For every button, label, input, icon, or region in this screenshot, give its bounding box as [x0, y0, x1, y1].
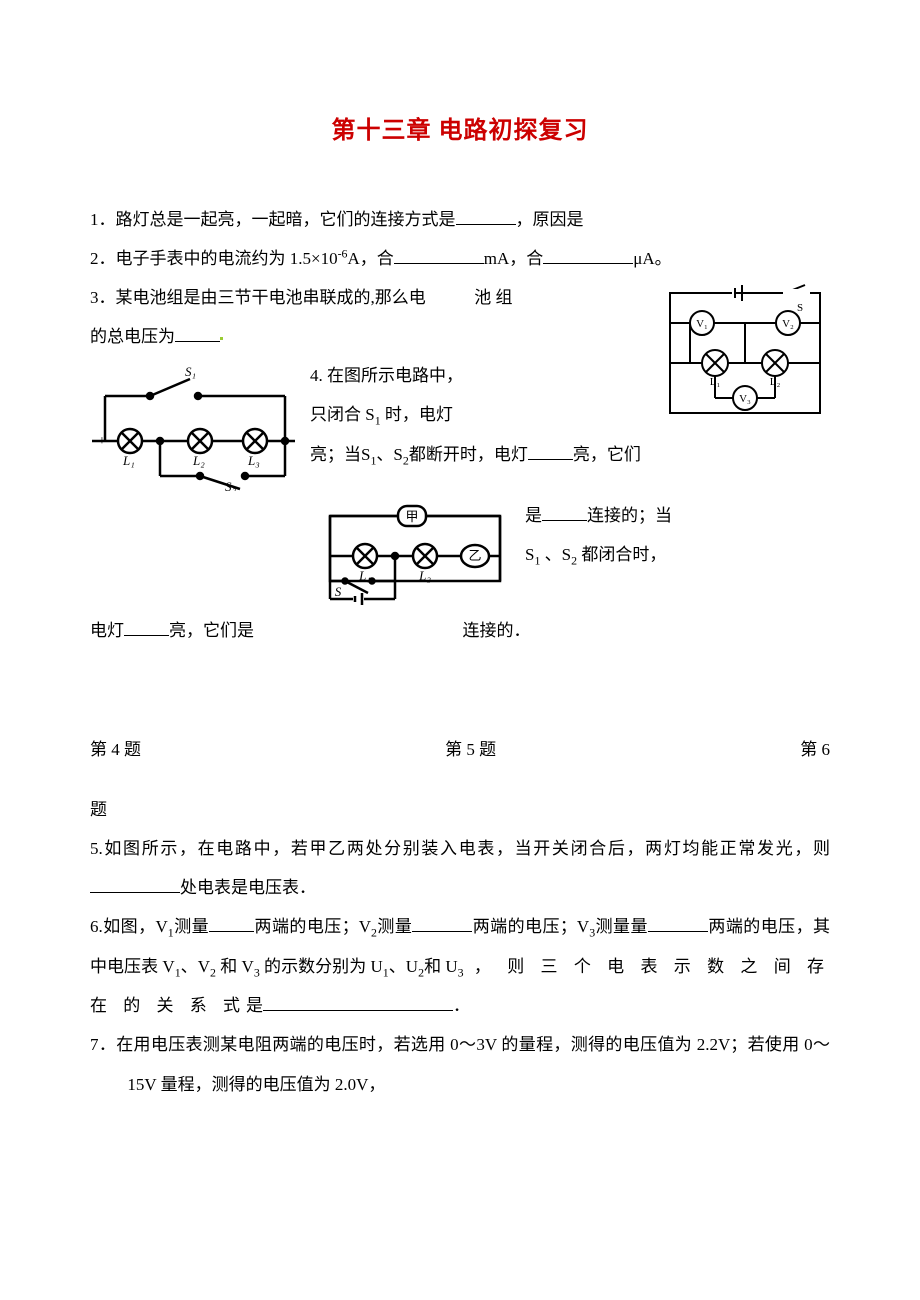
label-L3-left: L₃ — [247, 453, 260, 468]
q6-blank1 — [209, 913, 254, 932]
label-jia: 甲 — [405, 509, 418, 524]
q7-t1: 在用电压表测某电阻两端的电压时，若选用 0～3V 的量程，测得的电压值为 2.2… — [116, 1035, 830, 1093]
q6-t12: 和 U — [424, 957, 458, 976]
q6-t8: 、V — [181, 957, 210, 976]
q6-t10: 的示数分别为 U — [260, 957, 383, 976]
q1-text1: 路灯总是一起亮，一起暗，它们的连接方式是 — [116, 210, 456, 229]
q2-blank2 — [543, 245, 633, 264]
q6-t13b: 是 — [246, 996, 263, 1015]
q1-num: 1． — [90, 210, 116, 229]
q3-num: 3． — [90, 288, 116, 307]
q7-num: 7． — [90, 1035, 116, 1054]
label-S2: S₂ — [225, 479, 237, 491]
caption-6b: 题 — [90, 790, 830, 829]
q4-t12: 都闭合时， — [577, 545, 666, 564]
caption-6a: 第 6 — [800, 730, 830, 769]
label-V2: V₂ — [782, 318, 794, 330]
q6-t2: 测量 — [174, 917, 209, 936]
q2-blank1 — [394, 245, 484, 264]
q4-t5: 、S — [376, 445, 402, 464]
q4-num: 4. — [310, 366, 323, 385]
q4-t1: 在图所示电路中， — [327, 366, 463, 385]
q4-blank2 — [542, 503, 587, 522]
label-S: S — [797, 302, 803, 314]
q4-t13: 电灯 — [90, 621, 124, 640]
q6-t11: 、U — [389, 957, 418, 976]
question-5: 5.如图所示，在电路中，若甲乙两处分别装入电表，当开关闭合后，两灯均能正常发光，… — [90, 829, 830, 907]
green-dot-icon — [220, 337, 223, 340]
q4-t8: 是 — [525, 506, 542, 525]
q4-blank3 — [124, 618, 169, 637]
q4-t9: 连接的；当 — [587, 506, 672, 525]
q4-t4a: 亮；当S — [310, 445, 370, 464]
q4-t3: 时，电灯 — [381, 405, 453, 424]
q2-text1: 电子手表中的电流约为 1.5×10 — [116, 249, 338, 268]
label-yi: 乙 — [468, 548, 481, 563]
label-V1: V₁ — [696, 318, 708, 330]
q1-blank1 — [456, 206, 516, 225]
q6-num: 6. — [90, 917, 103, 936]
label-L2-left: L₂ — [192, 453, 205, 468]
label-L1-c: L₁ — [358, 568, 371, 583]
question-1: 1．路灯总是一起亮，一起暗，它们的连接方式是 ，原因是 — [90, 200, 830, 239]
q2-text2: A，合 — [348, 249, 394, 268]
q3-text2: 池 组 — [474, 288, 512, 307]
label-L1-left: L₁ — [122, 453, 135, 468]
q6-blank4 — [263, 993, 453, 1012]
q2-num: 2． — [90, 249, 116, 268]
q4-t6: 都断开时，电灯 — [409, 445, 528, 464]
q6-t9: 和 V — [216, 957, 254, 976]
q4-t14: 亮，它们是 — [169, 621, 254, 640]
circuit-diagram-q5: 甲 乙 L₁ L₂ S — [320, 496, 510, 606]
q5-blank — [90, 874, 180, 893]
question-2: 2．电子手表中的电流约为 1.5×10-6A，合 mA，合 μA。 — [90, 239, 830, 278]
q4-t7: 亮，它们 — [573, 445, 641, 464]
label-L2-c: L₂ — [418, 568, 431, 583]
q6-t5: 两端的电压；V — [472, 917, 589, 936]
q1-text2: ，原因是 — [516, 210, 584, 229]
q6-t14: ． — [453, 996, 470, 1015]
circuit-diagram-q4: + — [90, 361, 300, 491]
q2-exp: -6 — [338, 246, 348, 260]
caption-5: 第 5 题 — [445, 730, 496, 769]
chapter-title: 第十三章 电路初探复习 — [90, 110, 830, 145]
caption-4: 第 4 题 — [90, 730, 141, 769]
question-7: 7．在用电压表测某电阻两端的电压时，若选用 0～3V 的量程，测得的电压值为 2… — [90, 1025, 830, 1103]
q4-t15: 连接的． — [463, 621, 531, 640]
q4-t11: 、S — [540, 545, 571, 564]
q6-t6b: 量 — [630, 917, 647, 936]
q6-blank3 — [648, 913, 708, 932]
label-L1: L₁ — [710, 376, 721, 388]
question-6: 6.如图，V1测量两端的电压；V2测量两端的电压；V3测量量两端的电压，其中电压… — [90, 907, 830, 1026]
q3-text1: 某电池组是由三节干电池串联成的,那么电 — [116, 288, 426, 307]
q2-text3: mA，合 — [484, 249, 544, 268]
q6-t4: 测量 — [377, 917, 412, 936]
figure-captions: 第 4 题 第 5 题 第 6 — [90, 730, 830, 769]
q6-t1: 如图，V — [103, 917, 168, 936]
q2-text4: μA。 — [633, 249, 671, 268]
q6-t6: 测量 — [595, 917, 630, 936]
q5-t1: 如图所示，在电路中，若甲乙两处分别装入电表，当开关闭合后，两灯均能正常发光，则 — [103, 839, 830, 858]
label-S-c: S — [335, 584, 342, 599]
question-4-end: 电灯 亮，它们是 连接的． — [90, 611, 830, 650]
q5-num: 5. — [90, 839, 103, 858]
q6-t3: 两端的电压；V — [254, 917, 371, 936]
label-L2: L₂ — [770, 376, 781, 388]
q6-blank2 — [412, 913, 472, 932]
q3-text3: 的总电压为 — [90, 327, 175, 346]
q4-t2: 只闭合 S — [310, 405, 375, 424]
label-V3: V₃ — [739, 393, 751, 405]
label-S1: S₁ — [185, 364, 196, 379]
circuit-diagram-q6: S V₁ V₂ L₁ L₂ V₃ — [660, 283, 830, 428]
q3-blank — [175, 324, 220, 343]
q5-t2: 处电表是电压表． — [180, 878, 316, 897]
q4-blank1 — [528, 442, 573, 461]
